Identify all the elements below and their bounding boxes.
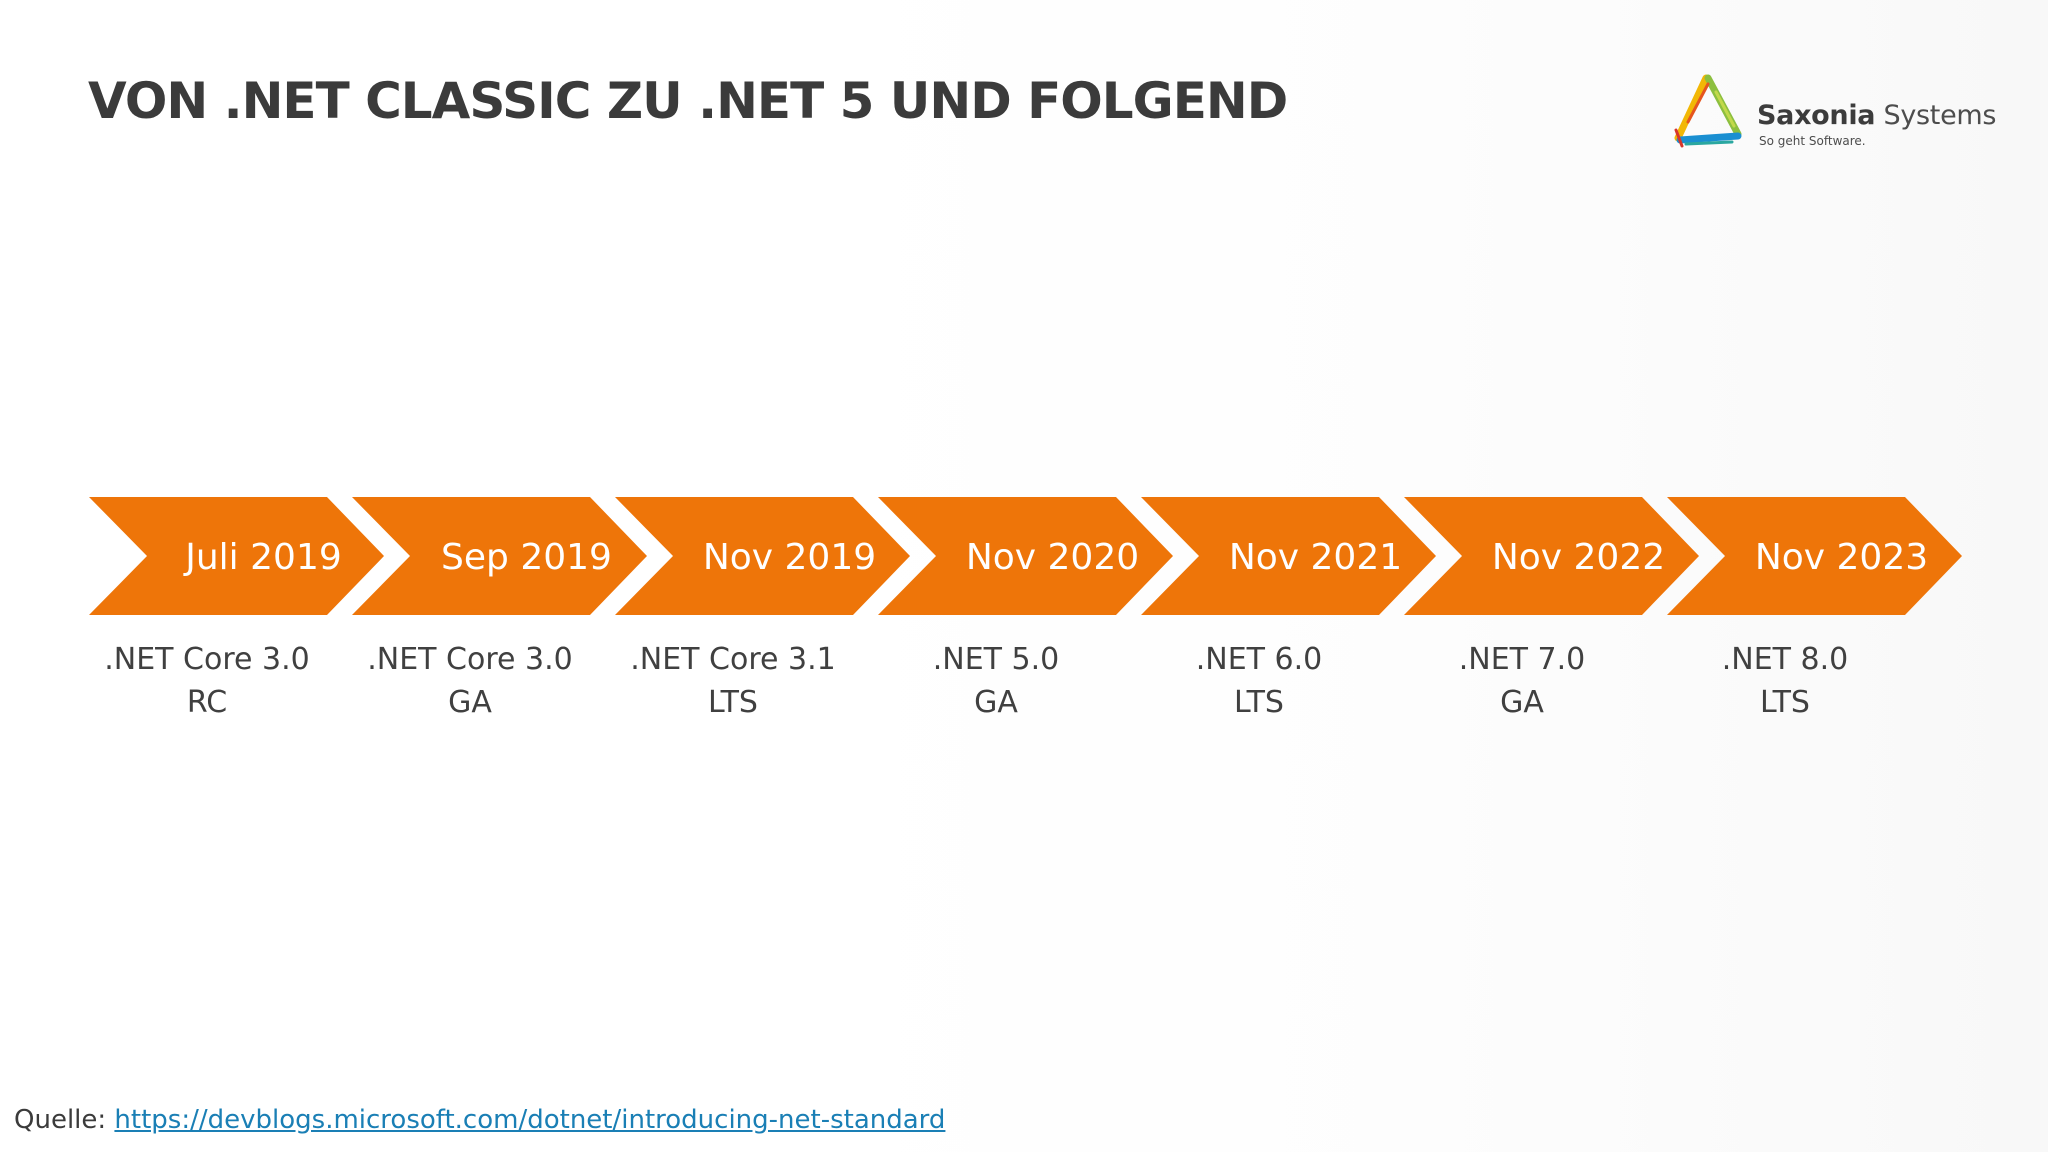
timeline-step: Nov 2019 — [615, 497, 910, 615]
milestone-description: .NET 6.0 LTS — [1109, 638, 1409, 724]
chevron-date-label: Nov 2019 — [703, 537, 876, 578]
milestone-description: .NET Core 3.1 LTS — [583, 638, 883, 724]
logo-tagline: So geht Software. — [1759, 134, 1866, 148]
milestone-status: GA — [1500, 685, 1544, 720]
chevron-shape — [1141, 497, 1436, 615]
milestone-product: .NET Core 3.0 — [367, 642, 573, 677]
timeline-step: Nov 2023 — [1667, 497, 1962, 615]
chevron-date-label: Nov 2021 — [1229, 537, 1402, 578]
timeline-step: Sep 2019 — [352, 497, 647, 615]
logo-name-rest: Systems — [1875, 100, 1997, 131]
milestone-description: .NET 7.0 GA — [1372, 638, 1672, 724]
timeline-step: Nov 2020 — [878, 497, 1173, 615]
chevron-date-label: Nov 2020 — [966, 537, 1139, 578]
saxonia-triangle-icon — [1674, 74, 1742, 148]
source-line: Quelle: https://devblogs.microsoft.com/d… — [14, 1105, 945, 1135]
chevron-shape — [1667, 497, 1962, 615]
milestone-status: GA — [974, 685, 1018, 720]
milestone-status: RC — [186, 685, 228, 720]
milestone-product: .NET 5.0 — [932, 642, 1060, 677]
chevron-shape — [1404, 497, 1699, 615]
logo-name: Saxonia Systems — [1757, 100, 1996, 131]
chevron-shape — [878, 497, 1173, 615]
milestone-description: .NET Core 3.0 GA — [320, 638, 620, 724]
milestone-description: .NET Core 3.0 RC — [57, 638, 357, 724]
timeline-chevrons: Juli 2019 Sep 2019 Nov 2019 Nov 2020 Nov 202… — [89, 497, 1962, 615]
milestone-status: LTS — [708, 685, 758, 720]
milestone-product: .NET 7.0 — [1458, 642, 1586, 677]
milestone-product: .NET Core 3.1 — [630, 642, 836, 677]
chevron-date-label: Juli 2019 — [183, 537, 342, 578]
timeline-step: Nov 2022 — [1404, 497, 1699, 615]
milestone-product: .NET Core 3.0 — [104, 642, 310, 677]
milestone-product: .NET 6.0 — [1195, 642, 1323, 677]
chevron-date-label: Sep 2019 — [441, 537, 612, 578]
milestone-product: .NET 8.0 — [1721, 642, 1849, 677]
timeline-step: Nov 2021 — [1141, 497, 1436, 615]
saxonia-logo: Saxonia Systems So geht Software. — [1668, 70, 1996, 156]
chevron-shape — [89, 497, 384, 615]
logo-name-bold: Saxonia — [1757, 100, 1876, 131]
timeline-step: Juli 2019 — [89, 497, 384, 615]
chevron-date-label: Nov 2023 — [1755, 537, 1928, 578]
milestone-status: LTS — [1760, 685, 1810, 720]
milestone-description: .NET 5.0 GA — [846, 638, 1146, 724]
milestone-description: .NET 8.0 LTS — [1635, 638, 1935, 724]
chevron-date-label: Nov 2022 — [1492, 537, 1665, 578]
milestone-status: LTS — [1234, 685, 1284, 720]
chevron-shape — [352, 497, 647, 615]
slide-title: VON .NET CLASSIC ZU .NET 5 UND FOLGEND — [88, 72, 1288, 130]
source-link[interactable]: https://devblogs.microsoft.com/dotnet/in… — [114, 1105, 946, 1135]
chevron-shape — [615, 497, 910, 615]
source-label: Quelle: — [14, 1105, 107, 1135]
milestone-status: GA — [448, 685, 492, 720]
